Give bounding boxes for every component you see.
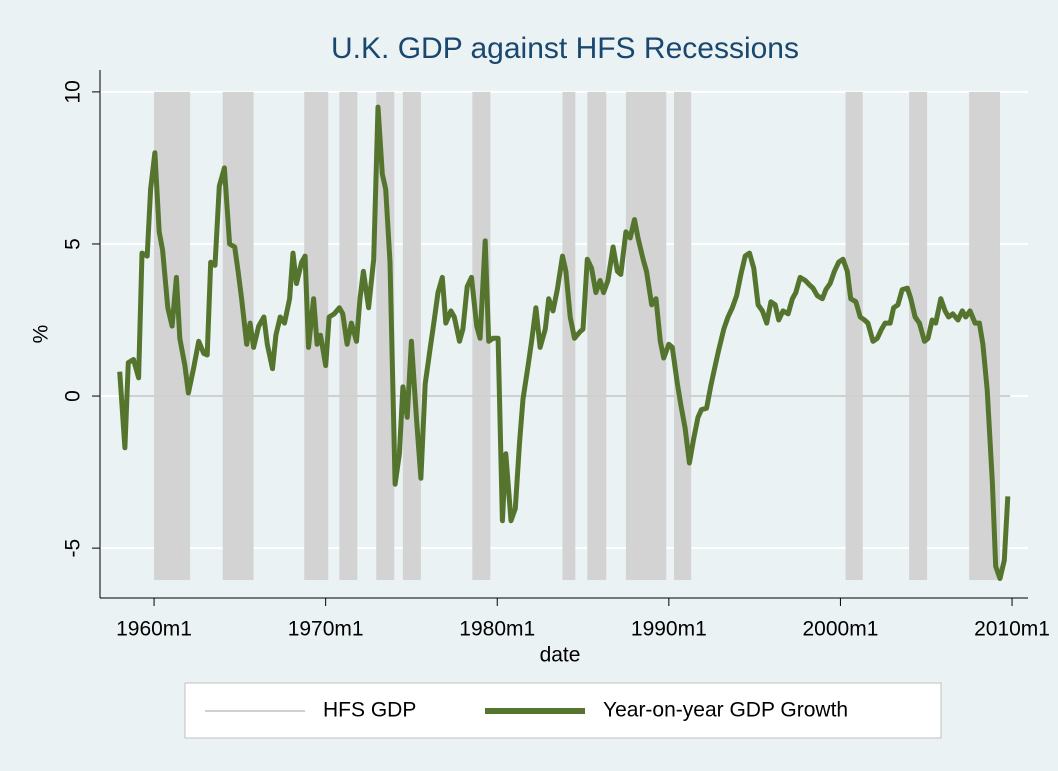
y-tick-label: 10 bbox=[62, 80, 85, 103]
recession-bar bbox=[402, 91, 421, 581]
x-tick-label: 1980m1 bbox=[459, 618, 535, 641]
y-axis-label: % bbox=[30, 325, 53, 344]
y-tick-label: 0 bbox=[62, 390, 85, 402]
recession-bar bbox=[587, 91, 607, 581]
recession-bar bbox=[562, 91, 576, 581]
recession-bar bbox=[909, 91, 928, 581]
recession-bar bbox=[845, 91, 863, 581]
chart-title: U.K. GDP against HFS Recessions bbox=[331, 32, 799, 65]
x-tick-label: 1960m1 bbox=[116, 618, 192, 641]
x-tick-label: 1970m1 bbox=[288, 618, 364, 641]
x-tick-label: 2010m1 bbox=[974, 618, 1050, 641]
x-tick-label: 1990m1 bbox=[631, 618, 707, 641]
recession-bar bbox=[376, 91, 395, 581]
x-tick-label: 2000m1 bbox=[802, 618, 878, 641]
legend-label: Year-on-year GDP Growth bbox=[603, 699, 848, 722]
y-tick-label: 5 bbox=[62, 238, 85, 250]
recession-bar bbox=[673, 91, 692, 581]
series-line bbox=[117, 104, 1011, 581]
recession-bar bbox=[154, 91, 191, 581]
y-tick-label: -5 bbox=[62, 539, 85, 558]
x-axis-label: date bbox=[540, 644, 581, 667]
legend-label: HFS GDP bbox=[323, 699, 416, 722]
